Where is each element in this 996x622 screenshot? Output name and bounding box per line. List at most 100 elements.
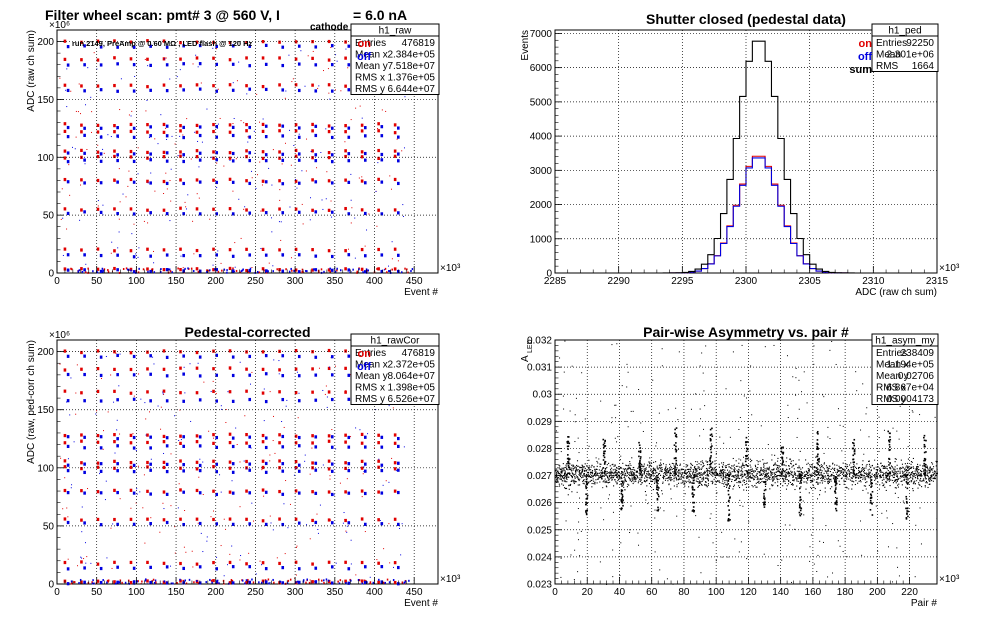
asym-point	[849, 473, 851, 475]
asym-point	[899, 472, 901, 474]
cluster-point	[264, 87, 268, 92]
asym-point	[629, 474, 631, 476]
baseline-point	[206, 271, 208, 274]
scatter-point	[212, 510, 214, 512]
scatter-point	[97, 144, 99, 146]
asym-point	[671, 468, 673, 470]
asym-point	[853, 481, 855, 483]
cluster-point	[63, 441, 67, 445]
asym-point	[897, 486, 899, 488]
cluster-point	[347, 180, 351, 184]
spike-point	[655, 488, 658, 491]
asym-point	[895, 487, 897, 489]
asym-point	[667, 467, 669, 470]
asym-point	[843, 468, 845, 470]
asym-point	[917, 478, 919, 480]
scatter-point	[169, 180, 171, 182]
asym-point	[920, 471, 922, 473]
asym-point	[598, 469, 600, 471]
asym-point	[838, 470, 840, 472]
cluster-point	[397, 152, 400, 156]
asym-point	[918, 483, 920, 486]
asym-point	[813, 470, 816, 472]
asym-point	[904, 470, 907, 472]
asym-point	[675, 467, 677, 469]
baseline-point	[249, 267, 252, 270]
cluster-point	[215, 124, 219, 129]
asym-point	[916, 476, 919, 478]
scatter-point	[257, 174, 259, 176]
asym-point	[591, 473, 593, 475]
asym-point	[684, 483, 686, 485]
asym-point	[697, 466, 699, 468]
scatter-point	[323, 70, 325, 72]
baseline-point	[172, 582, 174, 585]
scatter-point	[369, 576, 371, 578]
asym-point	[747, 470, 749, 472]
asym-point	[661, 490, 663, 492]
asym-point	[758, 480, 760, 482]
asym-point	[859, 466, 861, 469]
asym-point	[773, 478, 775, 480]
asym-point	[740, 470, 742, 472]
asym-point	[892, 479, 894, 482]
scatter-point	[198, 166, 200, 168]
asym-point	[892, 468, 895, 470]
baseline-point	[147, 270, 149, 273]
scatter-point	[361, 496, 363, 498]
cluster-point	[347, 373, 351, 377]
asym-point	[819, 469, 821, 471]
scatter-point	[62, 254, 64, 256]
scatter-point	[326, 406, 328, 408]
scatter-point	[305, 170, 307, 172]
asym-point	[687, 470, 690, 472]
asym-point	[669, 468, 671, 470]
asym-point	[606, 470, 608, 473]
asym-point	[856, 463, 858, 465]
cluster-point	[198, 444, 202, 448]
asym-point	[716, 480, 718, 482]
asym-point	[595, 474, 597, 476]
asym-point	[788, 473, 790, 475]
spike-point	[604, 450, 606, 453]
cluster-point	[245, 432, 248, 437]
scatter-point	[163, 193, 165, 195]
asym-point	[735, 478, 737, 480]
scatter-point	[280, 239, 282, 241]
asym-point	[843, 483, 845, 485]
asym-point	[891, 470, 893, 472]
asym-point	[572, 464, 574, 466]
baseline-point	[329, 267, 331, 270]
asym-point	[791, 473, 793, 475]
cluster-point	[281, 445, 285, 449]
cluster-point	[281, 253, 285, 257]
cluster-point	[397, 211, 400, 215]
baseline-point	[336, 267, 338, 270]
cluster-point	[264, 269, 268, 273]
stats-value: 7.518e+07	[387, 61, 435, 72]
scatter-point	[238, 198, 240, 200]
cluster-point	[83, 470, 86, 475]
cluster-point	[314, 45, 318, 49]
cluster-point	[63, 459, 67, 463]
baseline-point	[241, 579, 244, 582]
asym-point	[617, 473, 619, 475]
asym-point	[722, 471, 724, 473]
asym-point	[577, 484, 579, 486]
scatter-point	[254, 152, 256, 154]
scatter-point	[246, 93, 248, 95]
asym-point	[567, 476, 569, 478]
scatter-point	[86, 149, 88, 151]
spike-point	[567, 445, 570, 447]
asym-point	[648, 474, 651, 476]
cluster-point	[397, 253, 400, 257]
asym-point	[749, 475, 751, 477]
spike-point	[746, 465, 749, 467]
asym-point	[602, 481, 604, 483]
asym-point	[588, 468, 590, 470]
scatter-point	[339, 482, 341, 484]
asym-point	[649, 461, 651, 463]
asym-point	[719, 470, 721, 472]
asym-point	[591, 471, 593, 473]
scatter-point	[388, 523, 390, 525]
